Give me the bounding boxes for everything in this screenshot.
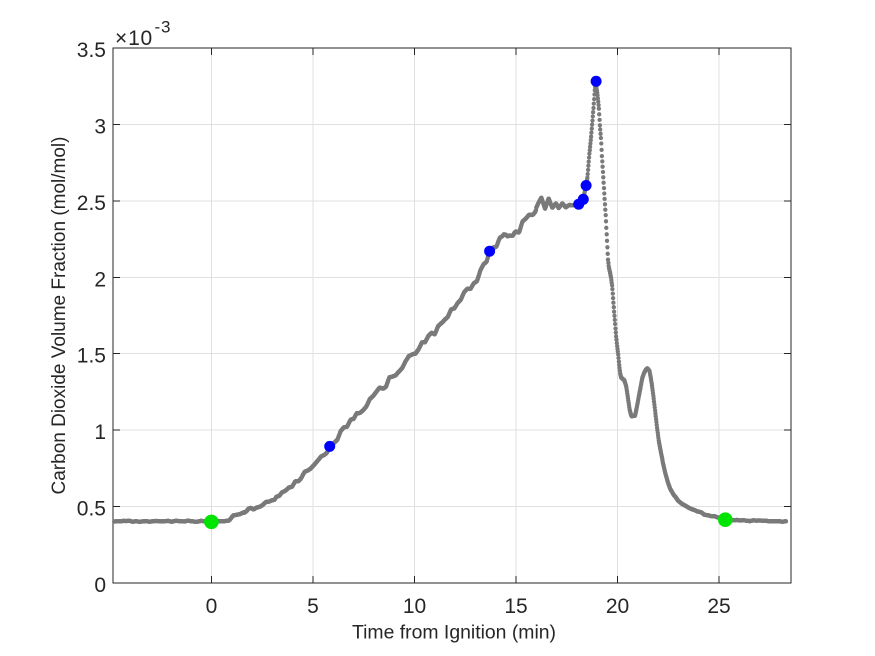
- svg-text:0: 0: [206, 595, 218, 618]
- svg-text:5: 5: [307, 595, 319, 618]
- svg-text:Time from Ignition (min): Time from Ignition (min): [352, 622, 556, 644]
- svg-text:0.5: 0.5: [77, 498, 106, 521]
- svg-text:2: 2: [94, 268, 106, 291]
- svg-text:20: 20: [606, 595, 629, 618]
- svg-text:3: 3: [94, 115, 106, 138]
- svg-text:25: 25: [707, 595, 730, 618]
- svg-text:1.5: 1.5: [77, 345, 106, 368]
- svg-text:10: 10: [403, 595, 426, 618]
- svg-text:Carbon Dioxide Volume Fraction: Carbon Dioxide Volume Fraction (mol/mol): [49, 137, 70, 495]
- svg-text:3.5: 3.5: [77, 39, 106, 62]
- svg-text:2.5: 2.5: [77, 192, 106, 215]
- svg-text:0: 0: [94, 574, 106, 597]
- svg-text:15: 15: [504, 595, 527, 618]
- svg-text:1: 1: [94, 421, 106, 444]
